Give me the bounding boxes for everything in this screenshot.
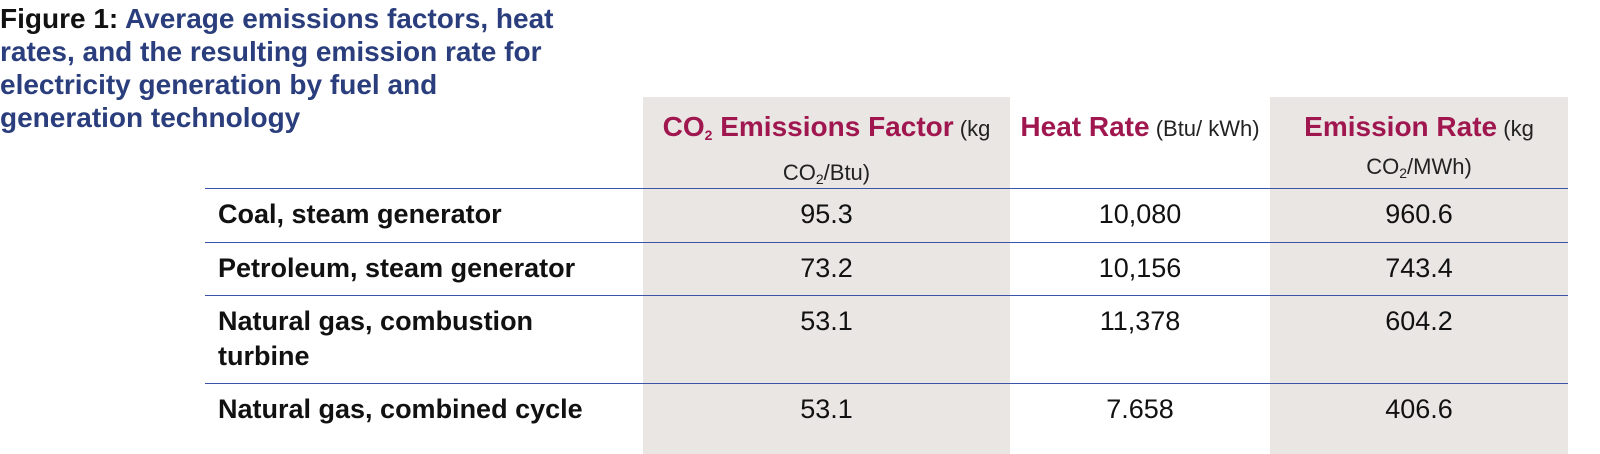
cell-value: 10,156 <box>1098 253 1182 283</box>
cell-value: 7.658 <box>1106 394 1174 424</box>
column-title: Emission Rate <box>1304 111 1497 142</box>
row-label: Natural gas, combined cycle <box>218 394 583 424</box>
cell-value: 10,080 <box>1098 199 1182 229</box>
row-rule <box>205 188 1568 189</box>
column-header: Heat Rate (Btu/ kWh) <box>1020 108 1260 148</box>
header-text: 2 <box>815 171 824 187</box>
header-text: /Btu) <box>823 160 871 185</box>
cell-value: 53.1 <box>800 306 853 336</box>
column-shade <box>643 97 1010 454</box>
header-text: (Btu/ kWh) <box>1149 116 1260 141</box>
cell-value: 53.1 <box>800 394 853 424</box>
figure-title: Figure 1: Average emissions factors, hea… <box>0 2 560 134</box>
figure-label: Figure 1: <box>0 3 119 34</box>
cell-value: 406.6 <box>1385 394 1453 424</box>
header-text: (kg CO <box>782 116 991 185</box>
row-label: Coal, steam generator <box>218 199 502 229</box>
cell-value: 743.4 <box>1385 253 1453 283</box>
header-text: 2 <box>1399 165 1408 181</box>
title-text: Average emissions factors, heat rates, a… <box>0 3 554 133</box>
header-text: 2 <box>704 127 713 143</box>
row-rule <box>205 242 1568 243</box>
cell-value: 73.2 <box>800 253 853 283</box>
row-label: Petroleum, steam generator <box>218 253 576 283</box>
row-rule <box>205 383 1568 384</box>
header-text: Emission Rate <box>1304 111 1498 142</box>
header-text: (kg CO <box>1366 116 1534 179</box>
column-shade <box>1270 97 1568 454</box>
header-text: CO <box>662 111 705 142</box>
column-header: CO2 Emissions Factor (kg CO2/Btu) <box>653 108 1000 198</box>
row-rule <box>205 295 1568 296</box>
row-label: Natural gas, combustion turbine <box>218 306 534 371</box>
cell-value: 604.2 <box>1385 306 1453 336</box>
cell-value: 95.3 <box>800 199 853 229</box>
column-title: Heat Rate <box>1020 111 1149 142</box>
column-header: Emission Rate (kg CO2/MWh) <box>1280 108 1558 192</box>
cell-value: 960.6 <box>1385 199 1453 229</box>
header-text: /MWh) <box>1407 154 1472 179</box>
header-text: Emissions Factor <box>712 111 954 142</box>
cell-value: 11,378 <box>1099 306 1181 336</box>
header-text: Heat Rate <box>1020 111 1150 142</box>
column-title: CO2 Emissions Factor <box>662 111 954 143</box>
